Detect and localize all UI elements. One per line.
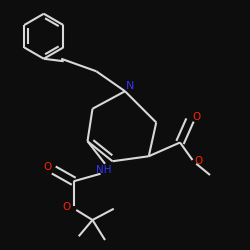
Text: NH: NH <box>96 165 112 175</box>
Text: O: O <box>44 162 52 172</box>
Text: O: O <box>192 112 200 122</box>
Text: N: N <box>126 81 134 91</box>
Text: O: O <box>62 202 70 212</box>
Text: O: O <box>194 156 203 166</box>
